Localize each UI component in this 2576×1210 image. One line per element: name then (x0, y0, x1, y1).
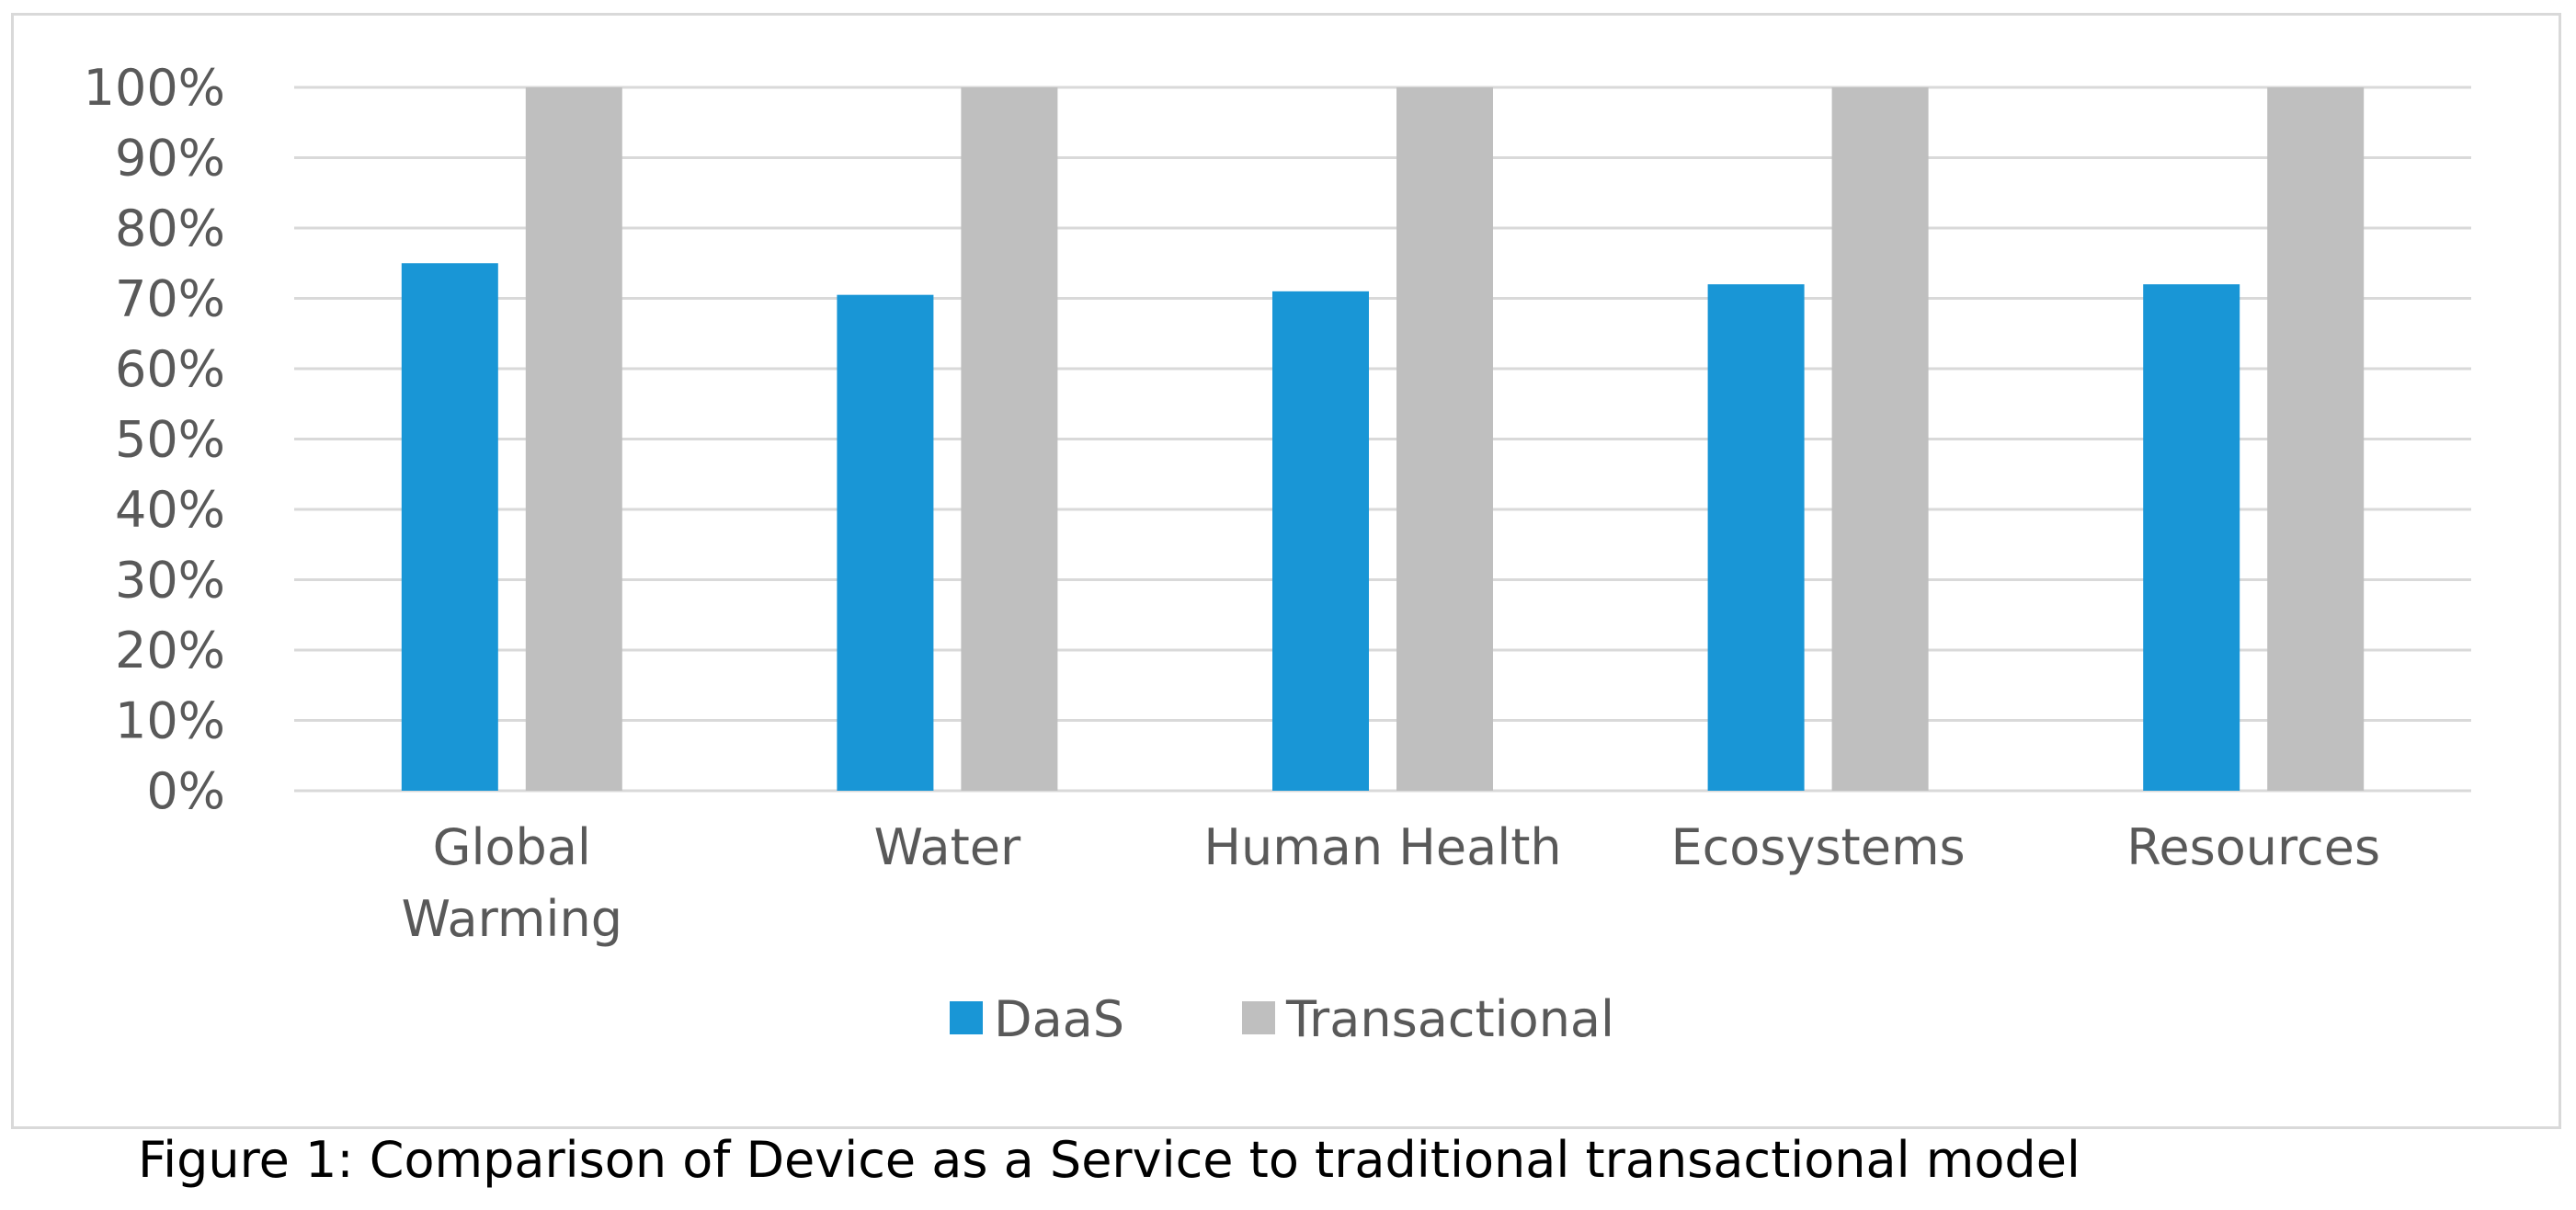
figure-caption: Figure 1: Comparison of Device as a Serv… (138, 1131, 2080, 1189)
y-tick-label: 90% (115, 130, 225, 188)
y-tick-label: 10% (115, 692, 225, 750)
chart-frame: 0% 10% 20% 30% 40% 50% 60% 70% 80% 90% 100% Global… (11, 13, 2561, 1129)
y-tick-label: 40% (115, 481, 225, 539)
bar-transactional-1 (961, 87, 1058, 791)
x-category-label: Water (874, 818, 1021, 876)
bar-daas-3 (1707, 284, 1805, 791)
bar-daas-4 (2143, 284, 2240, 791)
x-category-label: Global (433, 818, 591, 876)
bar-transactional-3 (1831, 87, 1929, 791)
bar-chart: 0% 10% 20% 30% 40% 50% 60% 70% 80% 90% 100% Global… (84, 59, 2471, 1048)
legend-swatch-daas (950, 1001, 983, 1034)
y-tick-label: 0% (146, 762, 225, 820)
bar-daas-0 (401, 263, 498, 791)
legend-swatch-transactional (1242, 1001, 1275, 1034)
y-tick-label: 50% (115, 411, 225, 469)
x-category-label: Ecosystems (1670, 818, 1965, 876)
x-category-label: Warming (402, 890, 622, 948)
legend: DaaS Transactional (950, 990, 1614, 1048)
bars (401, 87, 2365, 792)
legend-label-daas: DaaS (994, 990, 1124, 1048)
bar-daas-1 (837, 294, 934, 791)
gridlines (294, 86, 2471, 793)
legend-label-transactional: Transactional (1285, 990, 1614, 1048)
y-tick-label: 30% (115, 552, 225, 610)
bar-daas-2 (1272, 291, 1369, 792)
x-axis-category-labels: Global Warming Water Human Health Ecosystems… (402, 818, 2380, 948)
bar-transactional-2 (1396, 87, 1493, 791)
y-tick-label: 20% (115, 622, 225, 679)
y-tick-label: 70% (115, 270, 225, 328)
y-tick-label: 80% (115, 200, 225, 257)
x-category-label: Resources (2126, 818, 2380, 876)
y-axis-tick-labels: 0% 10% 20% 30% 40% 50% 60% 70% 80% 90% 100% (84, 59, 225, 820)
bar-transactional-4 (2267, 87, 2365, 791)
y-tick-label: 100% (84, 59, 225, 117)
x-category-label: Human Health (1203, 818, 1561, 876)
bar-transactional-0 (525, 87, 622, 791)
y-tick-label: 60% (115, 340, 225, 398)
